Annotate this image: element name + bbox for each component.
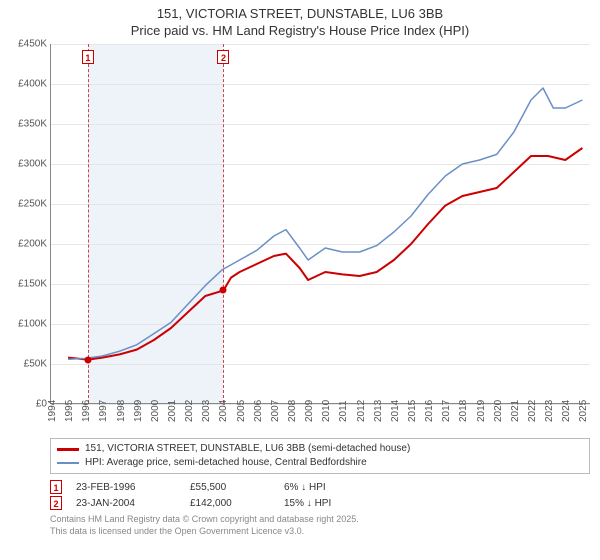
x-tick-label: 2020 <box>493 400 504 422</box>
title-block: 151, VICTORIA STREET, DUNSTABLE, LU6 3BB… <box>0 0 600 40</box>
event-pct: 15% ↓ HPI <box>284 498 331 509</box>
y-tick-label: £250K <box>1 199 47 210</box>
event-pct: 6% ↓ HPI <box>284 482 326 493</box>
x-tick-label: 2017 <box>441 400 452 422</box>
x-tick-label: 2012 <box>356 400 367 422</box>
event-date: 23-FEB-1996 <box>76 482 176 493</box>
title-line-1: 151, VICTORIA STREET, DUNSTABLE, LU6 3BB <box>0 6 600 23</box>
x-tick-label: 2015 <box>407 400 418 422</box>
legend-row: HPI: Average price, semi-detached house,… <box>57 456 583 470</box>
x-tick-label: 2018 <box>458 400 469 422</box>
event-marker: 2 <box>50 496 62 510</box>
x-tick-label: 2006 <box>253 400 264 422</box>
legend-label: 151, VICTORIA STREET, DUNSTABLE, LU6 3BB… <box>85 442 410 456</box>
legend-swatch <box>57 448 79 451</box>
x-tick-label: 2001 <box>167 400 178 422</box>
x-tick-label: 2021 <box>510 400 521 422</box>
x-tick-label: 1999 <box>133 400 144 422</box>
legend-label: HPI: Average price, semi-detached house,… <box>85 456 367 470</box>
event-price: £55,500 <box>190 482 270 493</box>
footnote-line: This data is licensed under the Open Gov… <box>50 526 590 538</box>
footnote-line: Contains HM Land Registry data © Crown c… <box>50 514 590 526</box>
x-tick-label: 2011 <box>338 400 349 422</box>
x-tick-label: 2022 <box>527 400 538 422</box>
x-tick-label: 1996 <box>81 400 92 422</box>
x-tick-label: 2024 <box>561 400 572 422</box>
y-tick-label: £0 <box>1 399 47 410</box>
chart-container: 151, VICTORIA STREET, DUNSTABLE, LU6 3BB… <box>0 0 600 560</box>
x-tick-label: 1994 <box>47 400 58 422</box>
y-tick-label: £400K <box>1 79 47 90</box>
x-tick-label: 2009 <box>304 400 315 422</box>
legend-swatch <box>57 462 79 464</box>
x-tick-label: 2005 <box>236 400 247 422</box>
event-row: 1 23-FEB-1996 £55,500 6% ↓ HPI <box>50 480 590 494</box>
x-tick-label: 2023 <box>544 400 555 422</box>
line-layer <box>51 44 590 403</box>
y-tick-label: £350K <box>1 119 47 130</box>
title-line-2: Price paid vs. HM Land Registry's House … <box>0 23 600 40</box>
y-tick-label: £450K <box>1 39 47 50</box>
legend-and-events: 151, VICTORIA STREET, DUNSTABLE, LU6 3BB… <box>50 438 590 537</box>
event-date: 23-JAN-2004 <box>76 498 176 509</box>
event-price: £142,000 <box>190 498 270 509</box>
x-tick-label: 2013 <box>373 400 384 422</box>
event-marker: 1 <box>50 480 62 494</box>
sale-marker: 2 <box>217 50 229 64</box>
sale-events: 1 23-FEB-1996 £55,500 6% ↓ HPI 2 23-JAN-… <box>50 480 590 510</box>
legend-row: 151, VICTORIA STREET, DUNSTABLE, LU6 3BB… <box>57 442 583 456</box>
footnote: Contains HM Land Registry data © Crown c… <box>50 514 590 537</box>
x-tick-label: 2014 <box>390 400 401 422</box>
y-tick-label: £150K <box>1 279 47 290</box>
y-tick-label: £200K <box>1 239 47 250</box>
x-tick-label: 2003 <box>201 400 212 422</box>
x-tick-label: 2019 <box>476 400 487 422</box>
x-tick-label: 2002 <box>184 400 195 422</box>
y-tick-label: £100K <box>1 319 47 330</box>
x-tick-label: 1995 <box>64 400 75 422</box>
x-tick-label: 2007 <box>270 400 281 422</box>
x-tick-label: 2025 <box>578 400 589 422</box>
y-tick-label: £50K <box>1 359 47 370</box>
sale-marker: 1 <box>82 50 94 64</box>
x-tick-label: 1997 <box>98 400 109 422</box>
x-tick-label: 1998 <box>116 400 127 422</box>
x-tick-label: 2008 <box>287 400 298 422</box>
legend-box: 151, VICTORIA STREET, DUNSTABLE, LU6 3BB… <box>50 438 590 474</box>
plot-area: £0£50K£100K£150K£200K£250K£300K£350K£400… <box>50 44 590 404</box>
event-row: 2 23-JAN-2004 £142,000 15% ↓ HPI <box>50 496 590 510</box>
y-tick-label: £300K <box>1 159 47 170</box>
x-tick-label: 2000 <box>150 400 161 422</box>
x-tick-label: 2010 <box>321 400 332 422</box>
x-tick-label: 2016 <box>424 400 435 422</box>
x-tick-label: 2004 <box>218 400 229 422</box>
